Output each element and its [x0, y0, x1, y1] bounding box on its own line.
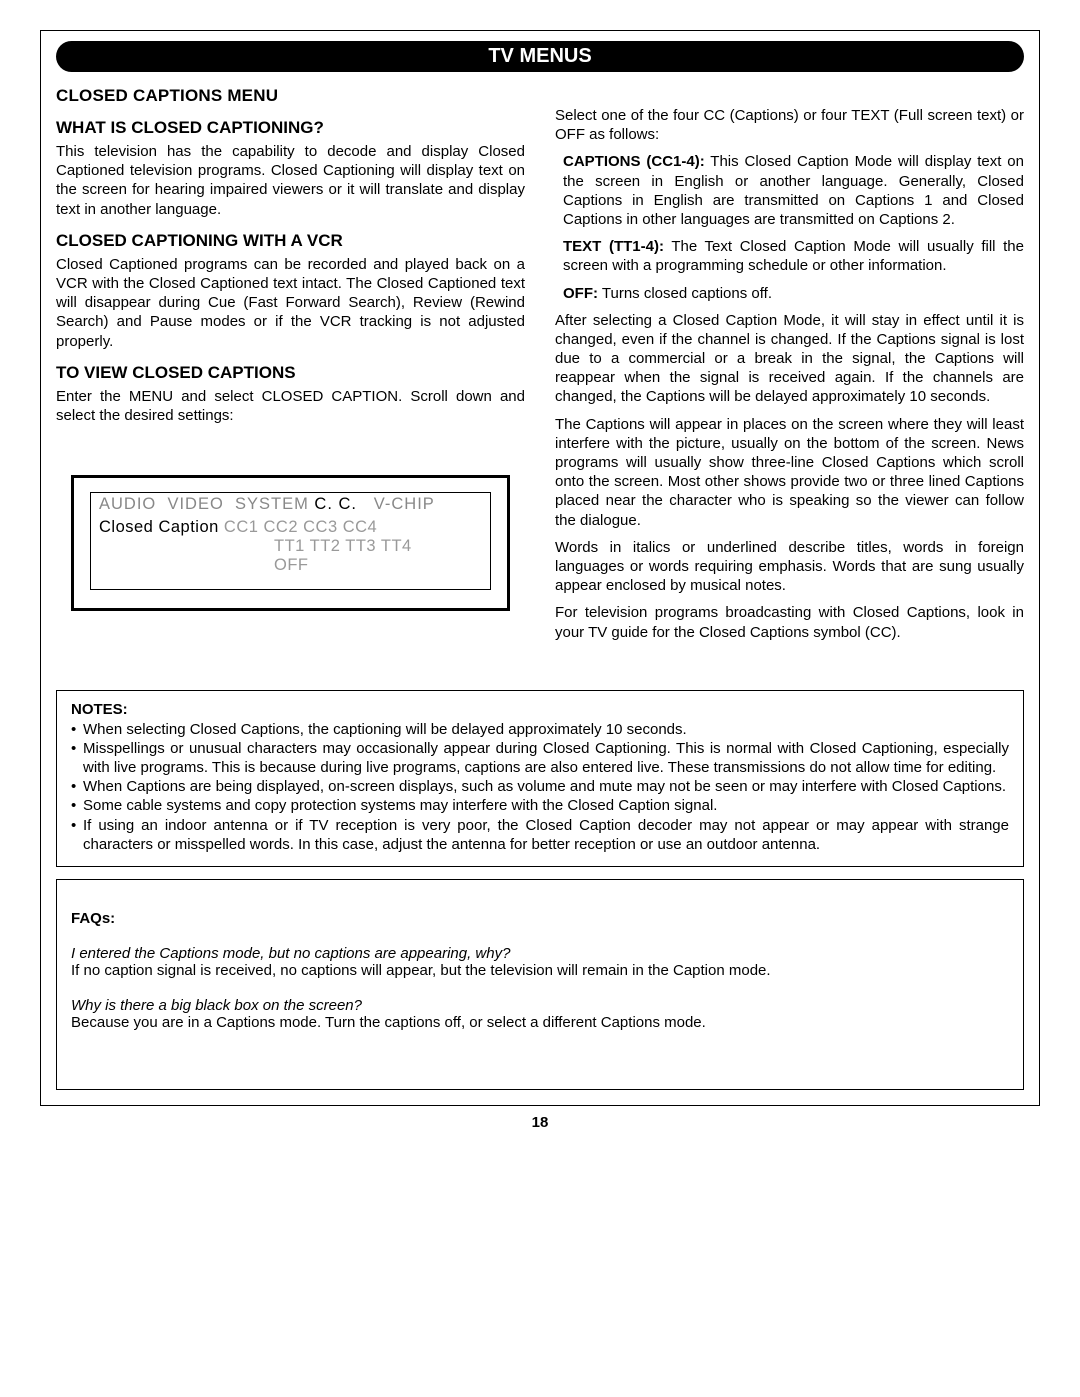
paragraph: After selecting a Closed Caption Mode, i…	[555, 311, 1024, 407]
faq-answer-2: Because you are in a Captions mode. Turn…	[71, 1014, 1009, 1031]
note-item: When selecting Closed Captions, the capt…	[71, 720, 1009, 739]
tv-menu-inner: AUDIO VIDEO SYSTEM C. C. V-CHIP Closed C…	[90, 492, 491, 590]
left-column: CLOSED CAPTIONS MENU WHAT IS CLOSED CAPT…	[56, 86, 525, 650]
notes-heading: NOTES:	[71, 701, 1009, 718]
faqs-box: FAQs: I entered the Captions mode, but n…	[56, 879, 1024, 1090]
tv-menu-row-3: OFF	[99, 556, 482, 575]
subsection-cc-vcr: CLOSED CAPTIONING WITH A VCR	[56, 231, 525, 251]
tab-audio: AUDIO	[99, 495, 156, 513]
menu-item-label: Closed Caption	[99, 518, 219, 536]
subsection-view-cc: TO VIEW CLOSED CAPTIONS	[56, 363, 525, 383]
paragraph-off: OFF: Turns closed captions off.	[555, 284, 1024, 303]
paragraph: For television programs broadcasting wit…	[555, 603, 1024, 641]
paragraph: Enter the MENU and select CLOSED CAPTION…	[56, 387, 525, 425]
paragraph: The Captions will appear in places on th…	[555, 415, 1024, 530]
tv-menu-row-2: TT1 TT2 TT3 TT4	[99, 537, 482, 556]
two-column-layout: CLOSED CAPTIONS MENU WHAT IS CLOSED CAPT…	[56, 86, 1024, 650]
faq-question-1: I entered the Captions mode, but no capt…	[71, 945, 1009, 962]
note-item: If using an indoor antenna or if TV rece…	[71, 816, 1009, 854]
section-title: CLOSED CAPTIONS MENU	[56, 86, 525, 106]
note-item: Some cable systems and copy protection s…	[71, 796, 1009, 815]
notes-box: NOTES: When selecting Closed Captions, t…	[56, 690, 1024, 867]
paragraph: This television has the capability to de…	[56, 142, 525, 219]
page-frame: TV MENUS CLOSED CAPTIONS MENU WHAT IS CL…	[40, 30, 1040, 1106]
note-item: Misspellings or unusual characters may o…	[71, 739, 1009, 777]
header-bar: TV MENUS	[56, 41, 1024, 72]
faqs-heading: FAQs:	[71, 910, 1009, 927]
page-number: 18	[40, 1114, 1040, 1131]
paragraph: Words in italics or underlined describe …	[555, 538, 1024, 596]
faq-answer-1: If no caption signal is received, no cap…	[71, 962, 1009, 979]
tab-system: SYSTEM	[235, 495, 309, 513]
paragraph: Closed Captioned programs can be recorde…	[56, 255, 525, 351]
tv-menu-row-1: Closed Caption CC1 CC2 CC3 CC4	[99, 518, 482, 537]
tab-video: VIDEO	[167, 495, 223, 513]
tab-vchip: V-CHIP	[374, 495, 435, 513]
label-text: TEXT (TT1-4):	[563, 238, 664, 255]
right-column: Select one of the four CC (Captions) or …	[555, 86, 1024, 650]
tv-menu-tabs: AUDIO VIDEO SYSTEM C. C. V-CHIP	[99, 495, 482, 514]
text: Turns closed captions off.	[598, 285, 772, 302]
tv-menu-illustration: AUDIO VIDEO SYSTEM C. C. V-CHIP Closed C…	[71, 475, 510, 611]
note-item: When Captions are being displayed, on-sc…	[71, 777, 1009, 796]
menu-item-options: CC1 CC2 CC3 CC4	[224, 518, 377, 536]
paragraph-text: TEXT (TT1-4): The Text Closed Caption Mo…	[555, 237, 1024, 275]
label-captions: CAPTIONS (CC1-4):	[563, 153, 705, 170]
subsection-what-is-cc: WHAT IS CLOSED CAPTIONING?	[56, 118, 525, 138]
paragraph-captions: CAPTIONS (CC1-4): This Closed Caption Mo…	[555, 152, 1024, 229]
faq-question-2: Why is there a big black box on the scre…	[71, 997, 1009, 1014]
label-off: OFF:	[563, 285, 598, 302]
paragraph: Select one of the four CC (Captions) or …	[555, 106, 1024, 144]
tab-cc: C. C.	[314, 495, 357, 513]
notes-list: When selecting Closed Captions, the capt…	[71, 720, 1009, 854]
